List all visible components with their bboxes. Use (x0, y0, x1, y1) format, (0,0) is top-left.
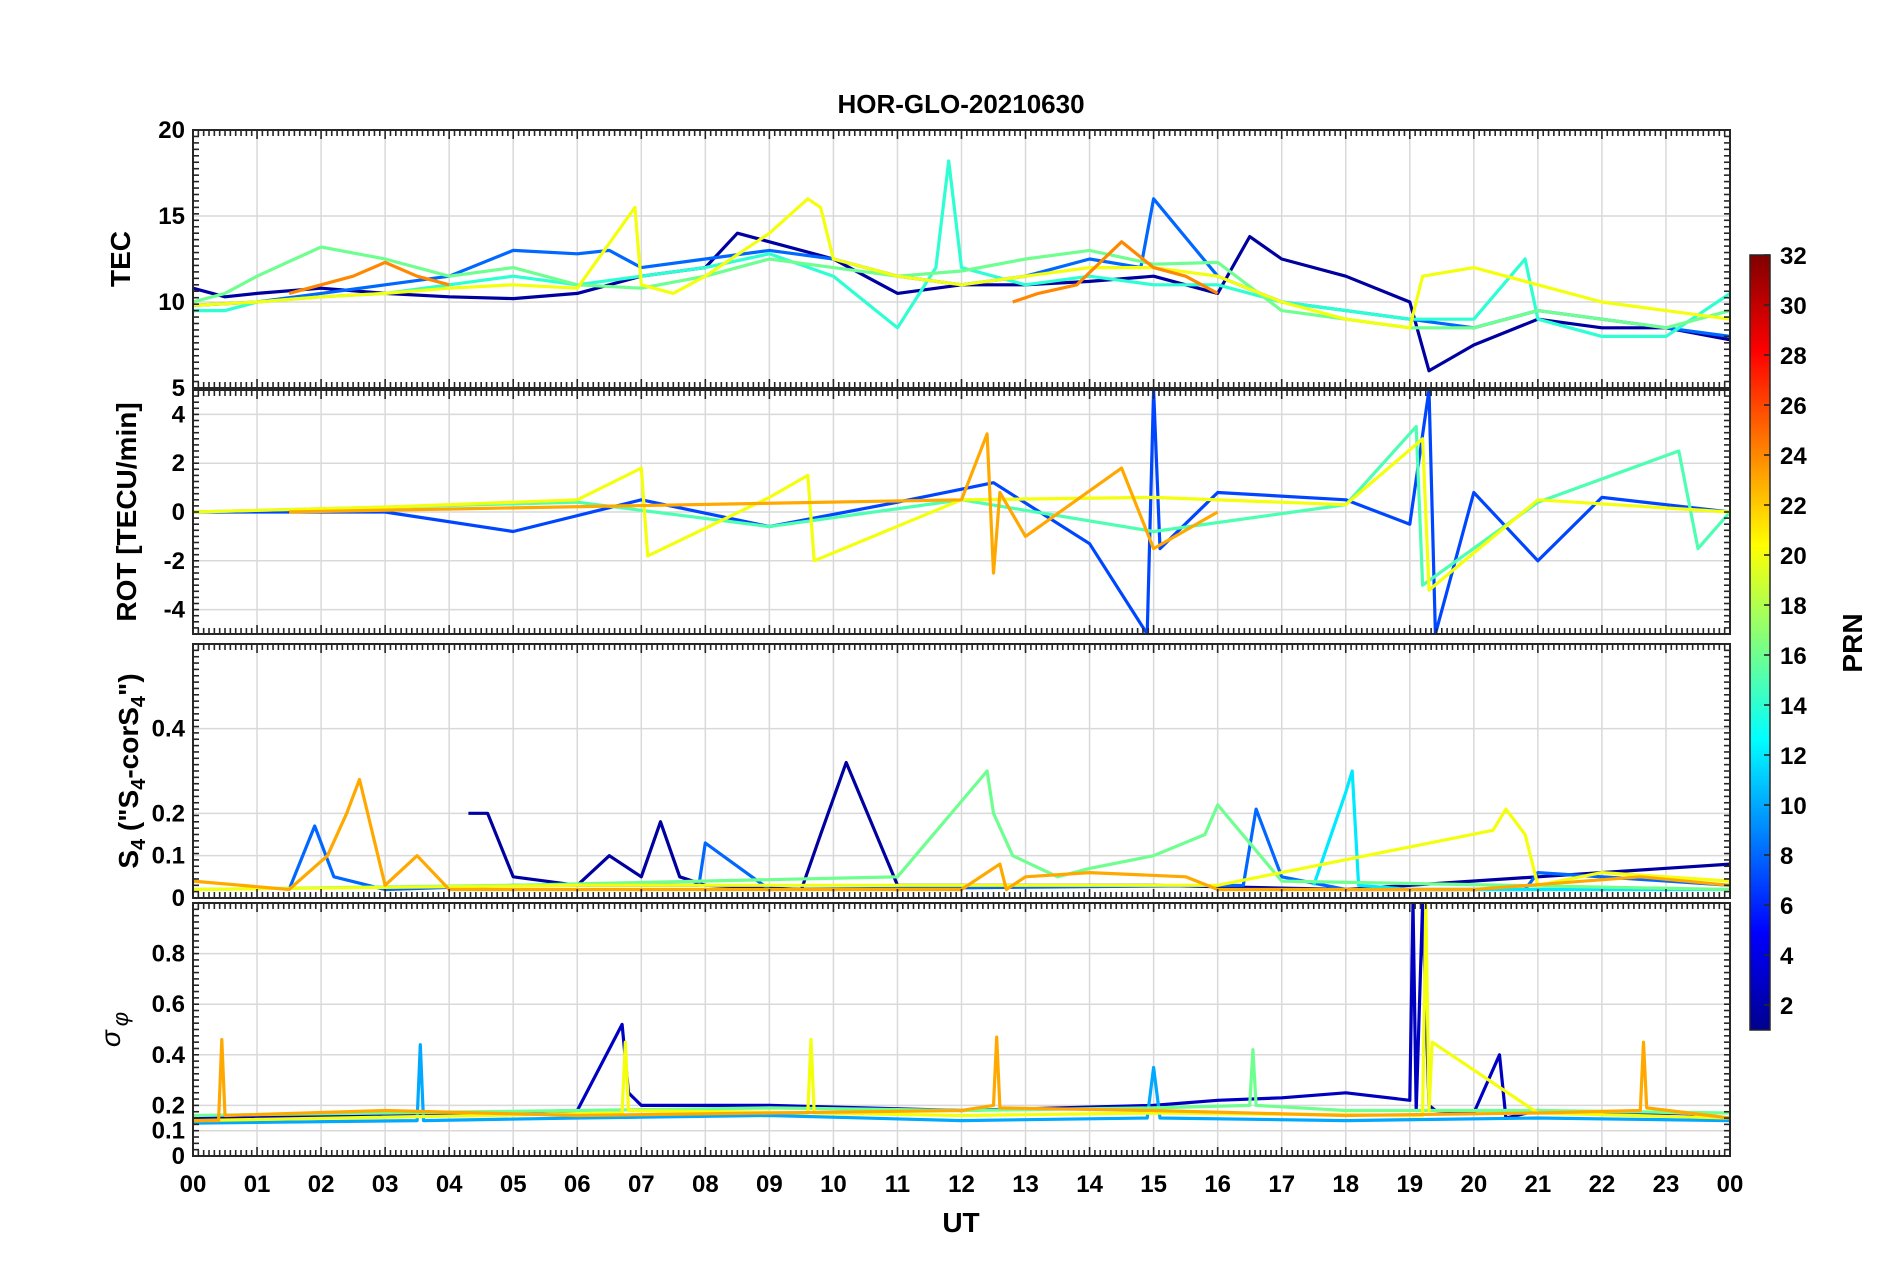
y-axis-label: S4 ("S4-corS4") (113, 673, 150, 868)
y-tick-label: 0.4 (152, 1042, 186, 1069)
chart-title: HOR-GLO-20210630 (837, 89, 1084, 119)
y-tick-label: 10 (158, 289, 185, 316)
x-tick-label: 15 (1140, 1171, 1167, 1198)
y-tick-label: 0.1 (152, 843, 185, 870)
series-line-prn-16 (193, 245, 1730, 330)
y-tick-label: 5 (172, 375, 185, 402)
x-tick-label: 00 (1717, 1171, 1744, 1198)
y-tick-label: 0.8 (152, 941, 185, 968)
colorbar-tick-label: 28 (1780, 343, 1807, 370)
x-tick-label: 21 (1525, 1171, 1552, 1198)
colorbar-tick-label: 32 (1780, 243, 1807, 270)
series-line-prn-16 (193, 1048, 1730, 1118)
colorbar-tick-label: 12 (1780, 743, 1807, 770)
y-tick-label: 2 (172, 450, 185, 477)
series-line-prn-20 (193, 807, 1730, 892)
colorbar-tick-label: 18 (1780, 593, 1807, 620)
y-axis-label: ROT [TECU/min] (111, 402, 142, 621)
colorbar-tick-label: 2 (1780, 993, 1793, 1020)
series-line-prn-20 (193, 437, 1730, 592)
y-tick-label: 0.6 (152, 991, 185, 1018)
x-tick-label: 00 (180, 1171, 207, 1198)
series-line-prn-20 (193, 903, 1730, 1123)
series-group (193, 159, 1730, 373)
y-tick-label: -2 (164, 548, 185, 575)
series-line-prn-23 (193, 1035, 1730, 1123)
series-line-prn-10 (193, 1043, 1730, 1125)
y-tick-label: 0.4 (152, 716, 186, 743)
x-tick-label: 03 (372, 1171, 399, 1198)
y-tick-label: 0.2 (152, 1092, 185, 1119)
panel-4: 00.10.2 0.4 0.6 0.8 σφ (95, 902, 1731, 1170)
series-line-prn-24 (288, 260, 450, 295)
colorbar-tick-label: 24 (1780, 443, 1807, 470)
x-tick-label: 12 (948, 1171, 975, 1198)
colorbar-tick-label: 16 (1780, 643, 1807, 670)
panel-3: 0 0.1 0.2 0.4S4 ("S4-corS4") (113, 643, 1731, 912)
y-tick-label: 0.1 (152, 1118, 185, 1145)
x-tick-label: 17 (1268, 1171, 1295, 1198)
y-tick-label: 0.2 (152, 800, 185, 827)
series-line-prn-7 (193, 390, 1730, 634)
x-tick-label: 18 (1332, 1171, 1359, 1198)
x-tick-label: 11 (885, 1171, 910, 1198)
x-axis-label: UT (942, 1207, 979, 1238)
x-tick-label: 10 (820, 1171, 847, 1198)
x-tick-label: 16 (1204, 1171, 1231, 1198)
y-axis-label: σφ (95, 1012, 133, 1047)
series-line-prn-20 (193, 197, 1730, 330)
x-tick-label: 22 (1589, 1171, 1616, 1198)
colorbar-tick-label: 8 (1780, 843, 1793, 870)
series-group (193, 903, 1730, 1125)
colorbar-tick-label: 14 (1780, 693, 1807, 720)
colorbar-tick-label: 20 (1780, 543, 1807, 570)
x-tick-label: 05 (500, 1171, 527, 1198)
y-tick-label: 15 (158, 203, 185, 230)
x-tick-label: 06 (564, 1171, 591, 1198)
colorbar-label: PRN (1837, 613, 1868, 672)
panel-1: 5 10 15 20 TEC (105, 117, 1731, 402)
colorbar-scale (1749, 254, 1771, 1031)
colorbar-tick-label: 4 (1780, 943, 1794, 970)
x-tick-label: 02 (308, 1171, 335, 1198)
series-line-prn-14 (193, 159, 1730, 338)
x-tick-label: 01 (244, 1171, 271, 1198)
colorbar-tick-label: 6 (1780, 893, 1793, 920)
x-tick-label: 09 (756, 1171, 783, 1198)
y-tick-label: 0 (172, 885, 185, 912)
colorbar-tick-label: 30 (1780, 293, 1807, 320)
y-tick-label: 0 (172, 1143, 185, 1170)
y-tick-label: 4 (172, 401, 186, 428)
y-tick-label: -4 (164, 597, 186, 624)
y-axis-label: TEC (105, 231, 136, 287)
panel-2: -4 -2 0 2 4 ROT [TECU/min] (111, 389, 1731, 635)
x-tick-label: 08 (692, 1171, 719, 1198)
x-tick-label: 23 (1653, 1171, 1680, 1198)
x-tick-label: 19 (1396, 1171, 1423, 1198)
series-line-prn-23 (193, 777, 1730, 892)
x-tick-label: 14 (1076, 1171, 1103, 1198)
colorbar-tick-label: 26 (1780, 393, 1807, 420)
x-tick-label: 04 (436, 1171, 463, 1198)
colorbar-tick-label: 22 (1780, 493, 1807, 520)
series-line-prn-16 (193, 769, 1730, 892)
y-tick-label: 0 (172, 499, 185, 526)
x-tick-label: 07 (628, 1171, 655, 1198)
colorbar-tick-label: 10 (1780, 793, 1807, 820)
x-tick-label: 13 (1012, 1171, 1039, 1198)
y-tick-label: 20 (158, 117, 185, 144)
series-group (193, 760, 1730, 892)
series-group (193, 390, 1730, 634)
series-line-prn-24 (1012, 240, 1219, 304)
series-line-prn-23 (289, 432, 1219, 575)
x-tick-label: 20 (1460, 1171, 1487, 1198)
